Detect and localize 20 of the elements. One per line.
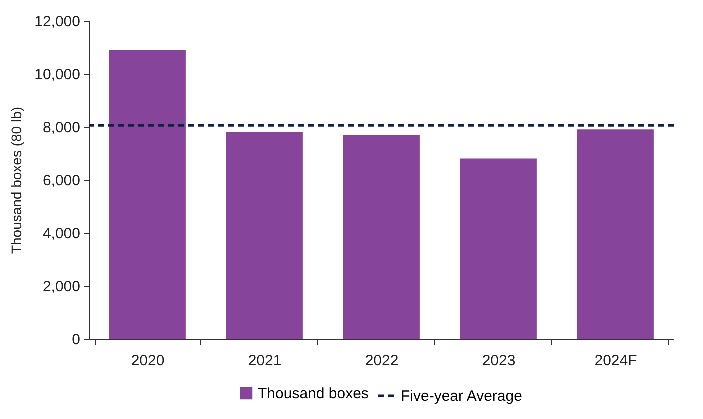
bar	[109, 50, 186, 339]
y-tick-label: 6,000	[42, 172, 80, 190]
y-tick-label: 12,000	[34, 14, 80, 30]
y-axis-title: Thousand boxes (80 lb)	[8, 106, 25, 254]
y-tick-label: 2,000	[42, 278, 80, 296]
y-tick-label: 10,000	[34, 66, 80, 84]
bar	[577, 130, 654, 339]
bar	[343, 134, 420, 339]
legend-label: Five-year Average	[401, 388, 522, 405]
y-tick-label: 4,000	[42, 226, 80, 242]
bar	[460, 158, 537, 339]
x-tick-label: 2022	[365, 352, 399, 370]
x-tick-label: 2024F	[594, 352, 638, 370]
legend-label: Thousand boxes	[258, 386, 369, 402]
y-tick-label: 0	[72, 332, 80, 348]
x-tick-label: 2020	[131, 352, 165, 370]
bar	[226, 132, 303, 339]
x-tick-label: 2023	[482, 352, 516, 370]
y-tick-label: 8,000	[42, 120, 80, 136]
x-tick-label: 2021	[248, 352, 282, 370]
